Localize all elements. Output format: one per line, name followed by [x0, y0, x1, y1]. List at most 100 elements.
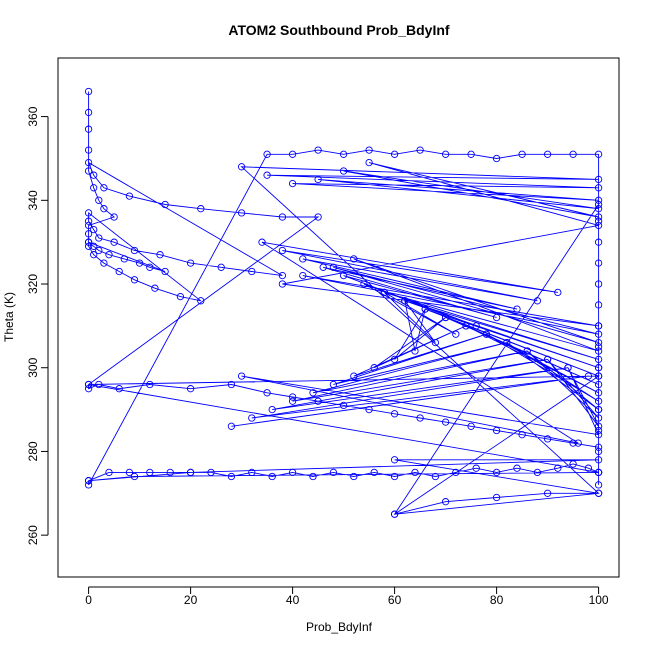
- data-point: [467, 150, 475, 158]
- data-point: [594, 422, 603, 430]
- data-point: [197, 297, 205, 305]
- data-point: [594, 347, 603, 355]
- data-point: [564, 364, 572, 372]
- data-point: [416, 414, 424, 422]
- data-point: [554, 288, 562, 297]
- y-tick-label: 320: [26, 274, 40, 294]
- data-point: [105, 251, 113, 259]
- data-point: [574, 439, 582, 447]
- data-point: [584, 464, 593, 472]
- data-point: [319, 263, 327, 271]
- data-point: [288, 179, 297, 188]
- data-point: [370, 364, 378, 372]
- data-point: [365, 158, 373, 167]
- data-point: [390, 410, 399, 418]
- data-point: [431, 338, 440, 347]
- data-point: [594, 184, 603, 192]
- data-point: [84, 217, 93, 225]
- data-point: [421, 305, 429, 313]
- data-point: [90, 242, 98, 250]
- data-point: [462, 322, 470, 330]
- x-tick-label: 40: [286, 593, 300, 607]
- data-point: [513, 464, 521, 472]
- data-point: [84, 158, 93, 167]
- data-point: [518, 150, 526, 158]
- data-point: [263, 389, 271, 397]
- data-point: [431, 472, 440, 481]
- data-point: [288, 150, 297, 158]
- data-point: [411, 468, 419, 477]
- data-point: [186, 385, 195, 393]
- data-point: [441, 418, 450, 426]
- data-point: [146, 380, 154, 389]
- data-point: [594, 322, 603, 330]
- data-point: [105, 468, 113, 477]
- data-point: [594, 447, 603, 456]
- data-point: [95, 246, 103, 255]
- data-point: [156, 251, 164, 259]
- data-point: [467, 422, 475, 430]
- x-axis-label: Prob_BdyInf: [306, 620, 373, 634]
- data-point: [594, 205, 603, 213]
- data-point: [248, 468, 256, 477]
- data-point: [380, 288, 389, 297]
- data-point: [84, 238, 93, 246]
- data-point: [594, 238, 603, 246]
- data-point: [84, 477, 93, 485]
- x-tick-label: 80: [490, 593, 504, 607]
- data-point: [314, 397, 322, 405]
- data-point: [84, 125, 93, 133]
- data-point: [594, 481, 603, 489]
- data-point: [299, 271, 307, 280]
- data-point: [390, 472, 399, 481]
- data-point: [401, 297, 409, 305]
- data-point: [258, 238, 266, 246]
- series-line: [87, 91, 601, 515]
- data-point: [125, 468, 134, 477]
- y-axis-label: Theta (K): [2, 292, 16, 342]
- data-point: [513, 305, 521, 313]
- data-point: [288, 397, 297, 405]
- data-point: [90, 184, 98, 192]
- data-point: [523, 347, 531, 355]
- data-point: [543, 355, 552, 364]
- data-point: [248, 267, 256, 276]
- data-point: [110, 238, 118, 246]
- data-point: [227, 422, 236, 430]
- data-point: [237, 209, 246, 217]
- data-point: [176, 292, 185, 301]
- data-point: [263, 171, 271, 179]
- data-point: [360, 280, 368, 288]
- data-point: [594, 200, 603, 209]
- data-point: [543, 489, 552, 497]
- data-point: [492, 493, 501, 502]
- data-point: [390, 510, 399, 518]
- data-point: [594, 372, 603, 380]
- y-tick-label: 280: [26, 441, 40, 461]
- data-point: [492, 313, 501, 322]
- data-point: [350, 255, 358, 263]
- data-point: [100, 259, 108, 267]
- data-point: [365, 146, 373, 154]
- data-point: [84, 242, 93, 250]
- data-point: [554, 464, 562, 472]
- x-tick-label: 60: [388, 593, 402, 607]
- data-point: [594, 414, 603, 422]
- data-point: [288, 468, 297, 477]
- data-point: [452, 330, 460, 338]
- data-point: [339, 271, 348, 280]
- data-point: [452, 468, 460, 477]
- data-point: [594, 221, 603, 230]
- data-point: [472, 322, 480, 330]
- data-point: [130, 276, 139, 284]
- data-point: [146, 468, 154, 477]
- data-point: [441, 313, 450, 322]
- data-point: [125, 192, 134, 200]
- data-point: [503, 338, 511, 347]
- data-point: [130, 472, 139, 481]
- data-point: [543, 435, 552, 443]
- data-point: [594, 259, 603, 267]
- data-point: [166, 468, 174, 477]
- data-point: [314, 146, 322, 154]
